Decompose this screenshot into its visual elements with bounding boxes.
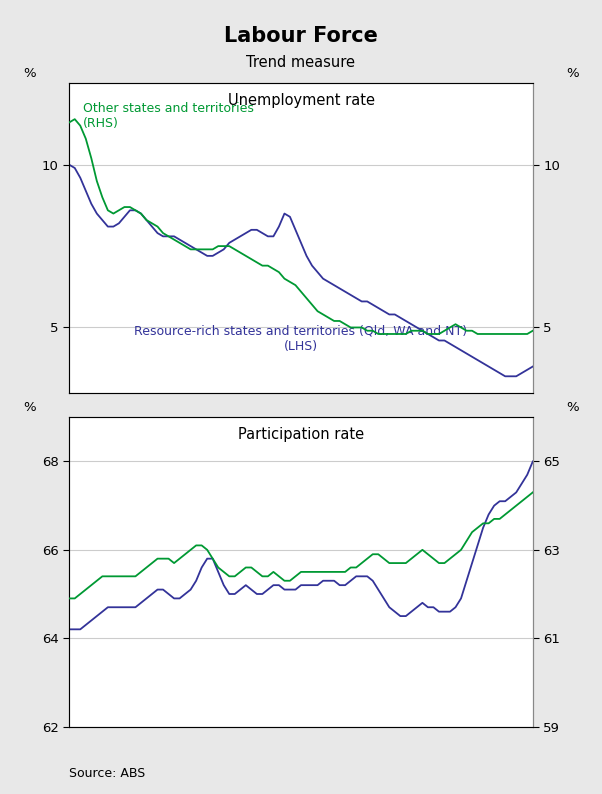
Text: Participation rate: Participation rate xyxy=(238,426,364,441)
Text: %: % xyxy=(566,67,579,80)
Text: Unemployment rate: Unemployment rate xyxy=(228,93,374,108)
Text: Resource-rich states and territories (Qld, WA and NT)
(LHS): Resource-rich states and territories (Ql… xyxy=(134,325,468,353)
Text: Labour Force: Labour Force xyxy=(224,26,378,46)
Text: Other states and territories
(RHS): Other states and territories (RHS) xyxy=(83,102,254,130)
Text: %: % xyxy=(23,401,36,414)
Text: Trend measure: Trend measure xyxy=(246,55,356,70)
Text: %: % xyxy=(566,401,579,414)
Text: Source: ABS: Source: ABS xyxy=(69,767,146,780)
Text: %: % xyxy=(23,67,36,80)
